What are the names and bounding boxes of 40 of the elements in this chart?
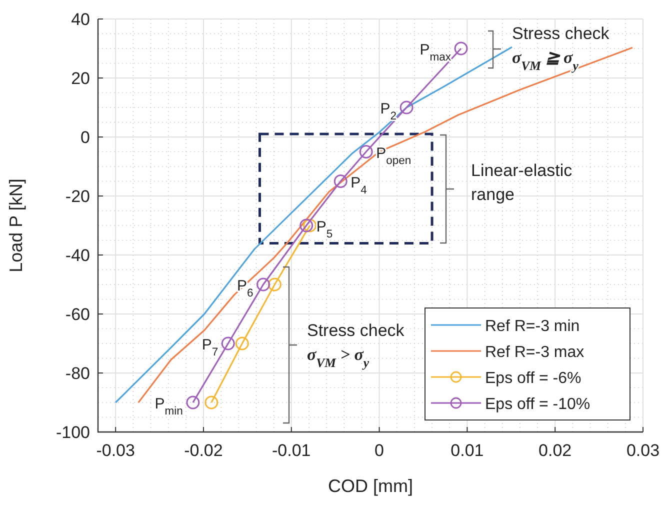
annotation: Stress check σ$_{VM}$ > σ$_{y}$ xyxy=(307,321,405,370)
y-tick-label: -80 xyxy=(65,364,90,383)
point xyxy=(400,100,414,114)
point xyxy=(186,396,200,410)
point xyxy=(235,336,249,350)
x-tick-label: -0.03 xyxy=(96,441,135,460)
x-tick-label: 0 xyxy=(374,441,384,460)
y-axis-title: Load P [kN] xyxy=(6,178,26,272)
legend-label: Eps off = -6% xyxy=(485,370,582,387)
y-tick-label: 0 xyxy=(80,128,90,147)
point xyxy=(334,174,348,188)
x-tick-label: -0.01 xyxy=(272,441,311,460)
y-tick-label: -100 xyxy=(56,423,90,442)
legend-label: Ref R=-3 max xyxy=(485,344,584,361)
y-tick-label: 20 xyxy=(71,69,90,88)
y-tick-label: -40 xyxy=(65,246,90,265)
x-tick-label: 0.01 xyxy=(450,441,484,460)
y-tick-label: -20 xyxy=(65,187,90,206)
annotation: P$_{min}$ xyxy=(154,396,183,418)
x-tick-label: 0.02 xyxy=(538,441,572,460)
point xyxy=(303,218,317,232)
y-tick-label: 40 xyxy=(71,10,90,29)
x-tick-label: -0.02 xyxy=(184,441,223,460)
point xyxy=(256,278,270,292)
point xyxy=(268,278,282,292)
annotation: Linear-elastic range xyxy=(471,161,573,204)
point xyxy=(359,145,373,158)
point xyxy=(204,396,218,410)
point xyxy=(454,42,468,56)
annotation: P$_{7}$ xyxy=(202,336,218,358)
annotation: P$_{max}$ xyxy=(420,42,452,64)
y-tick-label: -60 xyxy=(65,305,90,324)
annotation: P$_{4}$ xyxy=(350,174,367,196)
point xyxy=(300,218,314,232)
legend-label: Eps off = -10% xyxy=(485,396,590,413)
x-axis-title: COD [mm] xyxy=(328,476,413,496)
annotation: P$_{5}$ xyxy=(316,218,333,240)
point xyxy=(221,336,235,350)
legend-label: Ref R=-3 min xyxy=(485,318,580,335)
x-tick-label: 0.03 xyxy=(626,441,660,460)
